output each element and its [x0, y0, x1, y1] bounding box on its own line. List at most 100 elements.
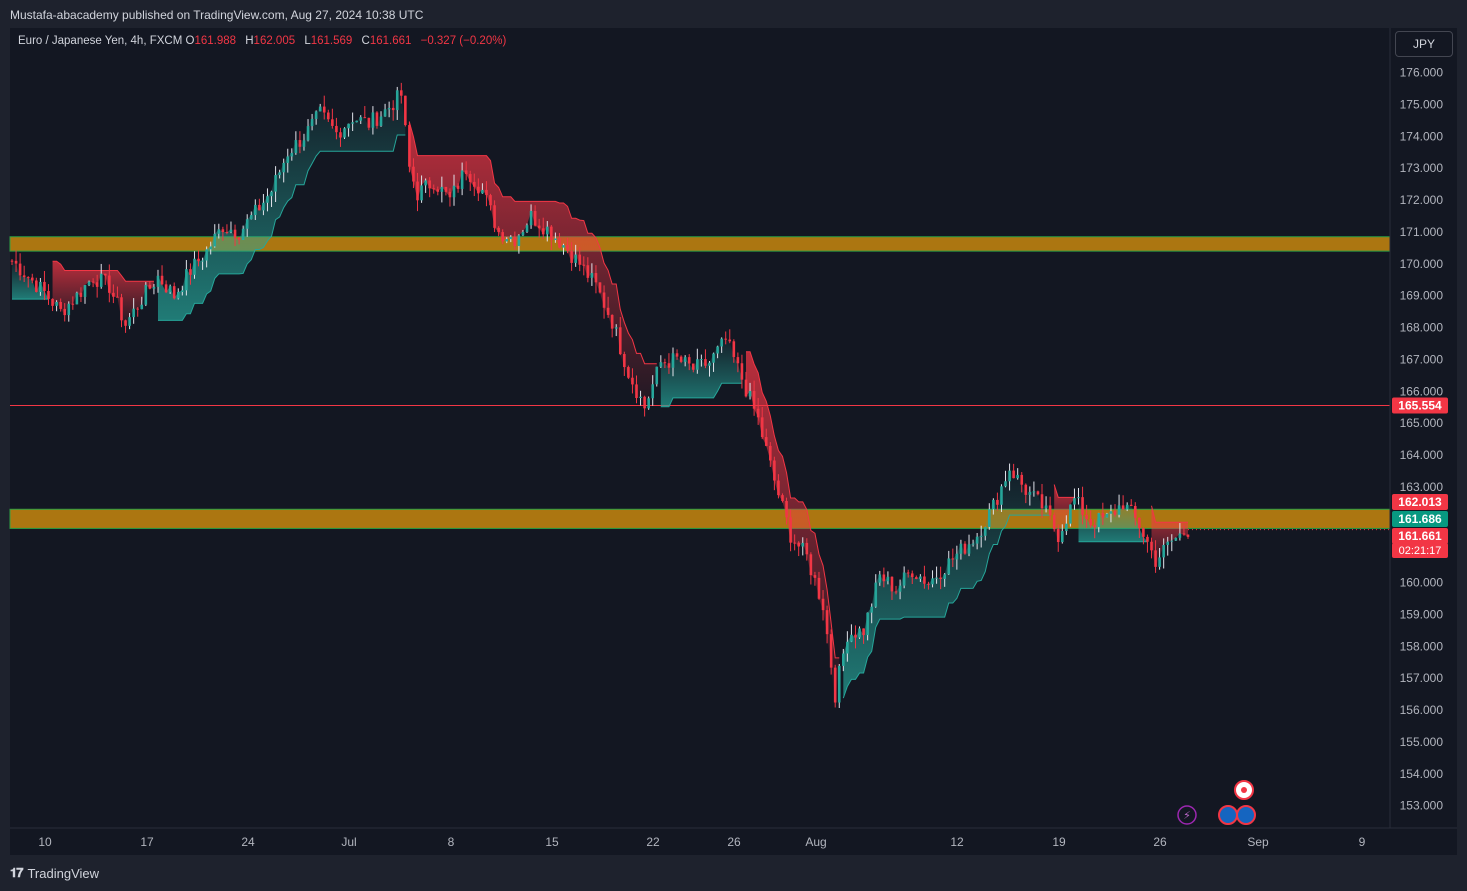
trend-line-down	[1053, 484, 1075, 498]
currency-button[interactable]: JPY	[1395, 31, 1453, 57]
trend-band-up	[157, 90, 406, 321]
tradingview-brand[interactable]: 𝟏𝟕 TradingView	[10, 865, 99, 881]
close-label: C	[361, 35, 370, 47]
candle-down	[298, 140, 302, 147]
y-tick-label: 171.000	[1400, 225, 1444, 239]
candle-up	[1004, 481, 1007, 487]
candle-down	[724, 338, 728, 340]
candle-down	[825, 610, 829, 635]
candle-up	[176, 291, 180, 299]
y-tick-label: 176.000	[1400, 66, 1444, 80]
candle-up	[314, 111, 318, 119]
candle-down	[448, 191, 452, 198]
candle-down	[225, 231, 229, 233]
price-label-box	[1392, 397, 1448, 414]
candle-down	[915, 577, 918, 579]
candle-down	[769, 445, 772, 461]
x-tick-label: 19	[1052, 835, 1066, 849]
x-tick-label: Aug	[805, 835, 826, 849]
lightning-glyph-icon: ⚡	[1183, 809, 1191, 822]
candle-up	[947, 558, 951, 575]
y-tick-label: 155.000	[1400, 735, 1444, 749]
candle-down	[797, 542, 801, 547]
candle-up	[282, 162, 285, 173]
candle-down	[91, 281, 95, 283]
trend-line-down	[408, 121, 657, 365]
chart-pane[interactable]	[10, 28, 1457, 855]
candle-down	[189, 269, 192, 275]
publication-header: Mustafa-abacademy published on TradingVi…	[0, 0, 1467, 28]
symbol-name[interactable]: Euro / Japanese Yen, 4h, FXCM	[18, 35, 183, 47]
candle-up	[1000, 486, 1003, 505]
y-tick-label: 166.000	[1400, 384, 1444, 398]
candle-up	[75, 292, 79, 305]
x-tick-label: 10	[38, 835, 52, 849]
y-tick-label: 175.000	[1400, 97, 1444, 111]
y-tick-label: 164.000	[1400, 448, 1444, 462]
candle-down	[582, 264, 586, 266]
y-tick-label: 173.000	[1400, 161, 1444, 175]
candle-down	[610, 314, 614, 329]
candle-down	[1089, 519, 1092, 526]
candle-up	[975, 536, 979, 544]
candle-down	[813, 575, 817, 578]
candle-up	[931, 578, 934, 585]
candle-down	[923, 576, 926, 584]
candle-up	[87, 281, 91, 286]
candle-down	[71, 303, 75, 305]
y-tick-label: 169.000	[1400, 289, 1444, 303]
trend-band-up	[1078, 497, 1148, 542]
candle-up	[1178, 533, 1182, 538]
y-tick-label: 157.000	[1400, 671, 1444, 685]
candle-down	[472, 181, 476, 187]
open-label: O	[185, 35, 195, 47]
y-tick-label: 163.000	[1400, 480, 1444, 494]
candle-down	[43, 281, 46, 291]
candle-up	[1028, 491, 1032, 495]
candle-down	[63, 308, 67, 316]
candle-down	[764, 437, 768, 446]
candle-up	[201, 260, 204, 262]
candle-up	[720, 338, 723, 347]
candle-down	[120, 297, 123, 321]
high-value: 162.005	[253, 35, 296, 47]
trend-band-down	[409, 122, 657, 409]
candle-up	[590, 273, 594, 278]
candle-up	[525, 225, 529, 232]
candle-down	[464, 170, 468, 175]
candle-down	[59, 301, 62, 309]
candle-down	[327, 112, 330, 120]
candle-down	[331, 119, 334, 126]
x-tick-label: 24	[241, 835, 255, 849]
x-tick-label: 9	[1359, 835, 1366, 849]
candle-down	[833, 667, 837, 703]
low-label: L	[304, 35, 311, 47]
candle-down	[789, 517, 792, 543]
trend-band-down	[1151, 505, 1188, 567]
candle-up	[671, 353, 675, 368]
candle-up	[987, 509, 991, 527]
x-tick-label: 15	[545, 835, 559, 849]
candle-down	[18, 263, 22, 276]
candle-up	[193, 258, 196, 275]
candle-up	[992, 499, 995, 510]
candle-down	[1146, 536, 1149, 542]
trend-line-up	[842, 514, 1051, 699]
candle-up	[943, 574, 946, 579]
candle-down	[744, 379, 748, 397]
candle-up	[152, 286, 156, 289]
candle-down	[663, 362, 667, 364]
candle-down	[627, 367, 630, 378]
candle-up	[801, 542, 805, 547]
candle-up	[935, 577, 938, 579]
candle-up	[266, 196, 269, 203]
candle-up	[655, 366, 659, 385]
x-tick-label: 26	[727, 835, 741, 849]
price-label: 165.554	[1398, 399, 1442, 413]
candle-down	[477, 186, 480, 194]
candle-up	[1060, 531, 1064, 543]
candle-up	[286, 156, 290, 163]
candle-down	[537, 225, 541, 229]
candle-up	[858, 628, 861, 638]
